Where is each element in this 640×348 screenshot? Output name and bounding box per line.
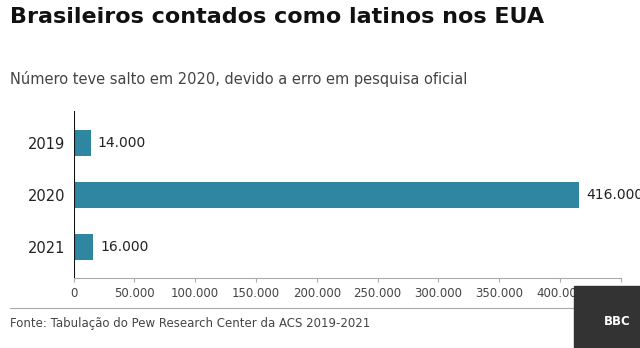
Text: Fonte: Tabulação do Pew Research Center da ACS 2019-2021: Fonte: Tabulação do Pew Research Center … — [10, 317, 370, 330]
Bar — [74, 182, 579, 208]
Text: 16.000: 16.000 — [100, 240, 148, 254]
Bar — [74, 130, 91, 156]
Text: 14.000: 14.000 — [98, 136, 146, 150]
Text: Número teve salto em 2020, devido a erro em pesquisa oficial: Número teve salto em 2020, devido a erro… — [10, 71, 467, 87]
Text: Brasileiros contados como latinos nos EUA: Brasileiros contados como latinos nos EU… — [10, 7, 544, 27]
Text: 416.000: 416.000 — [587, 188, 640, 202]
Bar — [74, 234, 93, 260]
Text: BBC: BBC — [604, 315, 630, 329]
